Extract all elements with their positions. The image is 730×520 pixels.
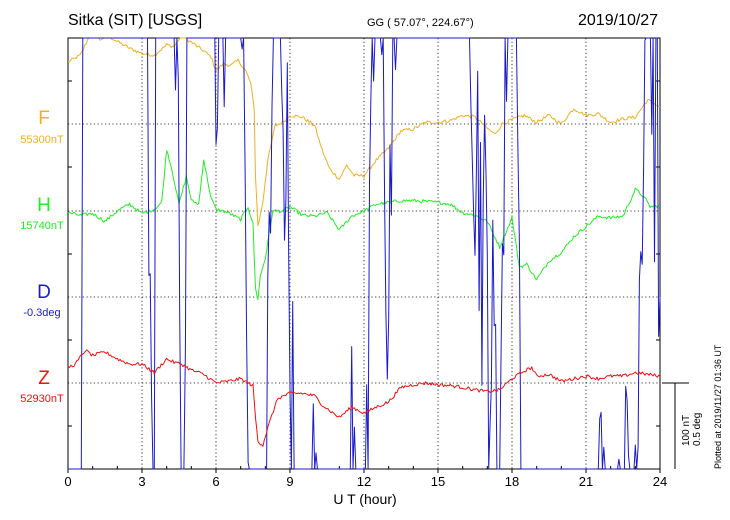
component-label-z: Z xyxy=(38,368,50,389)
x-tick-label: 6 xyxy=(212,474,220,489)
trace-z xyxy=(67,349,661,447)
trace-layer xyxy=(67,37,661,470)
baseline-h: 15740nT xyxy=(20,220,64,232)
x-tick-label: 9 xyxy=(286,474,294,489)
coordinates-label: GG ( 57.07°, 224.67°) xyxy=(367,17,474,29)
component-label-h: H xyxy=(37,195,51,216)
x-axis-label: U T (hour) xyxy=(333,491,397,507)
scale-nt-label: 100 nT xyxy=(681,414,692,446)
x-tick-label: 21 xyxy=(578,474,594,489)
x-tick-label: 0 xyxy=(64,474,72,489)
scale-deg-label: 0.5 deg xyxy=(692,412,703,446)
baseline-f: 55300nT xyxy=(20,134,64,146)
x-tick-label: 12 xyxy=(356,474,372,489)
x-tick-label: 3 xyxy=(138,474,146,489)
x-tick-label: 24 xyxy=(652,474,668,489)
grid-layer xyxy=(67,37,661,473)
scale-bar xyxy=(662,382,689,469)
station-title: Sitka (SIT) [USGS] xyxy=(68,12,203,29)
baseline-d: -0.3deg xyxy=(23,307,61,319)
trace-h xyxy=(67,150,661,300)
date-label: 2019/10/27 xyxy=(578,12,659,29)
component-label-d: D xyxy=(37,282,51,303)
baseline-z: 52930nT xyxy=(20,393,64,405)
component-label-f: F xyxy=(38,108,50,129)
x-tick-label: 18 xyxy=(504,474,520,489)
trace-f xyxy=(67,37,661,227)
trace-d xyxy=(68,37,661,470)
plotted-timestamp: Plotted at 2019/11/27 01:36 UT xyxy=(713,344,723,469)
x-tick-label: 15 xyxy=(430,474,446,489)
